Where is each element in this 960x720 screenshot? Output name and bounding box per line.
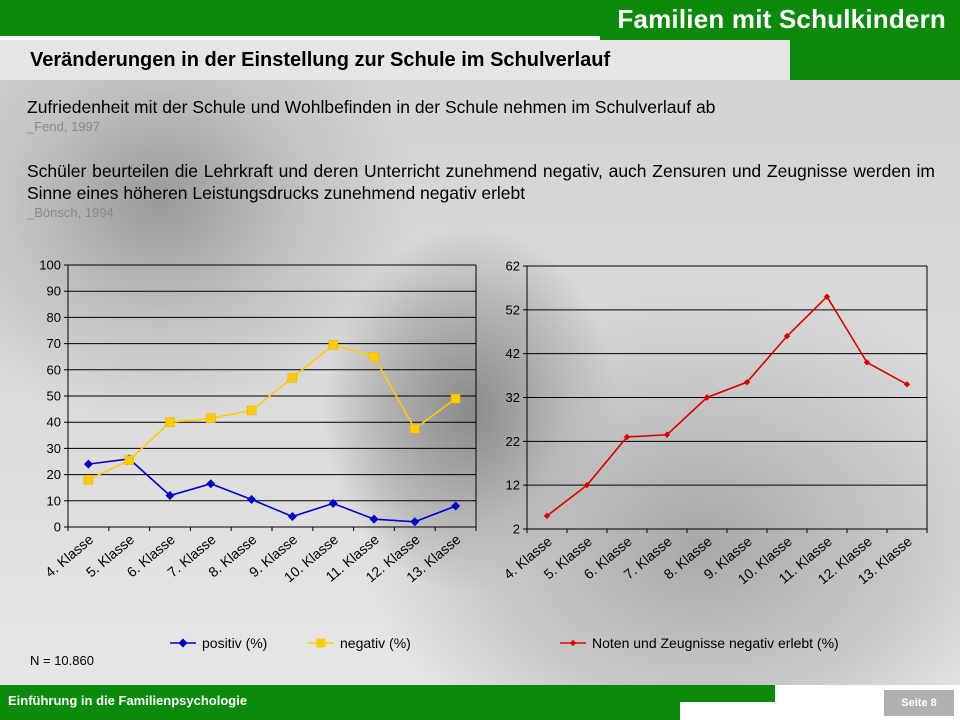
header-divider <box>0 36 600 40</box>
legend-label: Noten und Zeugnisse negativ erlebt (%) <box>592 635 839 651</box>
series-line <box>88 458 456 523</box>
data-point <box>451 501 461 511</box>
y-tick-label: 2 <box>513 522 520 537</box>
data-point <box>410 424 420 434</box>
y-tick-label: 42 <box>506 346 520 361</box>
legend-marker <box>316 638 326 648</box>
data-point <box>206 479 216 489</box>
brand-title: Familien mit Schulkindern <box>617 4 946 34</box>
footer-bar-lower <box>0 702 680 720</box>
data-point <box>623 433 631 441</box>
data-point <box>783 332 791 340</box>
y-tick-label: 70 <box>47 336 61 351</box>
citation-2: _Bönsch, 1994 <box>27 205 114 220</box>
paragraph-2: Schüler beurteilen die Lehrkraft und der… <box>27 161 935 203</box>
legend-marker <box>178 638 188 648</box>
series-line <box>88 344 457 481</box>
y-tick-label: 60 <box>47 362 61 377</box>
page-number: Seite 8 <box>884 690 954 716</box>
y-tick-label: 100 <box>39 258 61 273</box>
data-point <box>246 405 257 416</box>
footer-course-title: Einführung in die Familienpsychologie <box>8 693 248 708</box>
data-point <box>583 481 591 489</box>
section-title: Veränderungen in der Einstellung zur Sch… <box>30 49 611 71</box>
data-point <box>369 514 379 524</box>
y-tick-label: 10 <box>47 493 61 508</box>
data-point <box>703 394 711 401</box>
y-tick-label: 32 <box>506 390 520 405</box>
data-point <box>543 512 551 520</box>
y-tick-label: 12 <box>506 478 520 493</box>
series-line <box>546 295 908 517</box>
data-point <box>903 381 911 388</box>
section-green-block <box>790 40 960 80</box>
data-point <box>206 413 216 424</box>
data-point <box>743 378 751 386</box>
background-photo <box>0 80 960 685</box>
header: Familien mit Schulkindern Veränderungen … <box>0 0 960 80</box>
section-bar <box>0 40 790 80</box>
legend: positiv (%) negativ (%) <box>170 635 411 651</box>
legend-label: positiv (%) <box>202 635 267 651</box>
data-point <box>165 491 175 501</box>
y-tick-label: 50 <box>47 389 61 404</box>
y-tick-label: 30 <box>47 441 61 456</box>
sample-size-note: N = 10.860 <box>30 653 94 668</box>
y-tick-label: 0 <box>54 520 61 535</box>
data-point <box>863 359 871 366</box>
footer-bar <box>0 685 775 702</box>
legend-label: negativ (%) <box>340 635 411 651</box>
data-point <box>83 459 93 469</box>
data-point <box>287 512 297 522</box>
data-point <box>823 293 831 300</box>
legend-marker <box>569 639 577 647</box>
header-green-strip <box>0 0 960 40</box>
data-point <box>369 351 379 362</box>
data-point <box>83 475 94 485</box>
data-point <box>165 417 175 427</box>
data-point <box>663 431 671 438</box>
y-tick-label: 52 <box>506 302 520 317</box>
data-point <box>247 494 257 504</box>
data-point <box>287 372 298 383</box>
y-tick-label: 90 <box>47 284 61 299</box>
data-point <box>450 393 461 404</box>
legend: Noten und Zeugnisse negativ erlebt (%) <box>560 635 839 651</box>
data-point <box>124 455 134 465</box>
y-tick-label: 22 <box>506 434 520 449</box>
y-tick-label: 20 <box>47 467 61 482</box>
y-tick-label: 40 <box>47 415 61 430</box>
data-point <box>410 517 420 527</box>
y-tick-label: 80 <box>47 310 61 325</box>
y-tick-label: 62 <box>506 259 520 274</box>
citation-1: _Fend, 1997 <box>27 119 101 134</box>
data-point <box>328 340 338 350</box>
data-point <box>328 498 338 508</box>
paragraph-1: Zufriedenheit mit der Schule und Wohlbef… <box>27 97 716 117</box>
text-block: Zufriedenheit mit der Schule und Wohlbef… <box>27 96 935 220</box>
